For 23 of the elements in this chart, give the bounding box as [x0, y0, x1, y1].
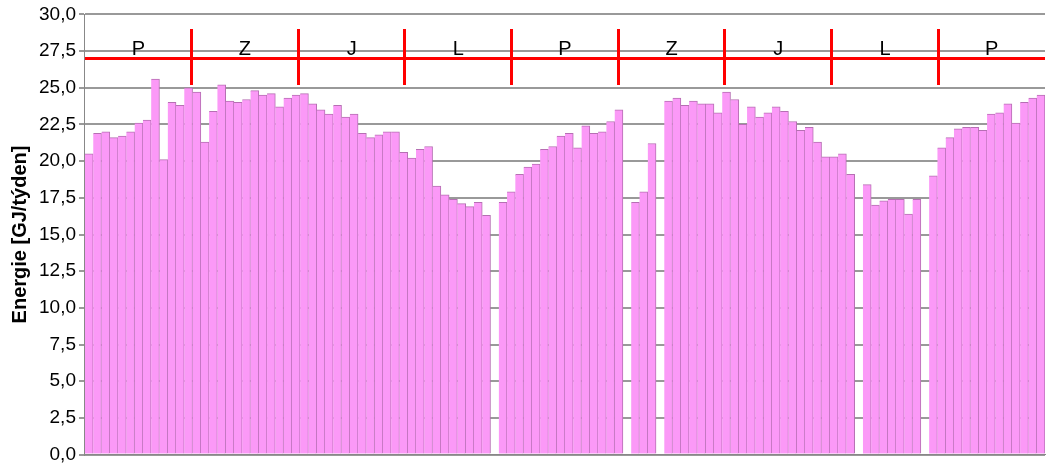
annotation: J: [773, 37, 784, 60]
annotation: Z: [665, 37, 678, 60]
y-tick-label: 10,0: [39, 296, 76, 318]
y-tick-label: 2,5: [49, 406, 76, 428]
annotation: L: [452, 37, 464, 60]
y-tick-label: 20,0: [39, 149, 76, 171]
y-tick-label: 27,5: [39, 39, 76, 61]
annotation: P: [558, 37, 572, 60]
y-tick-label: 17,5: [39, 186, 76, 208]
y-axis-title: Energie [GJ/týden]: [7, 145, 30, 324]
y-tick-label: 15,0: [39, 222, 76, 244]
annotation: L: [879, 37, 891, 60]
annotation: Z: [238, 37, 252, 60]
y-tick-label: 7,5: [49, 332, 76, 354]
y-tick-label: 12,5: [39, 259, 76, 281]
y-tick-label: 0,0: [49, 442, 76, 464]
y-tick-label: 22,5: [39, 112, 76, 134]
annotation: P: [984, 37, 999, 60]
y-tick-label: 5,0: [49, 369, 76, 391]
y-tick-label: 30,0: [39, 2, 76, 24]
y-tick-label: 25,0: [39, 76, 76, 97]
annotation: P: [131, 37, 145, 60]
annotation: J: [346, 37, 357, 60]
